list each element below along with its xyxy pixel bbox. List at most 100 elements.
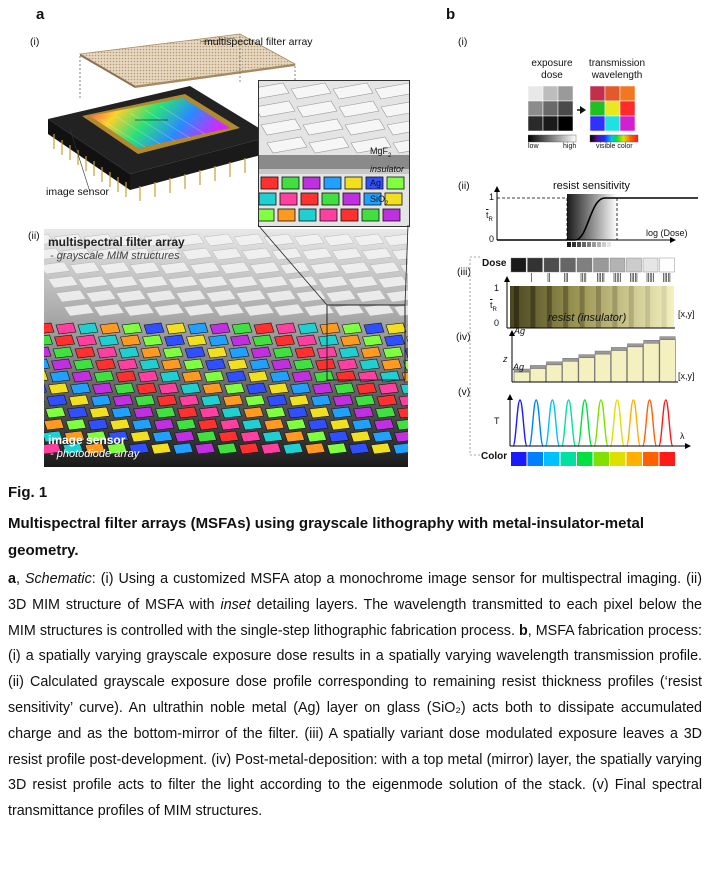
inset-plate	[344, 118, 386, 136]
sens-dose-tick	[582, 242, 586, 247]
mim-pixel	[44, 322, 55, 334]
mim-plate	[227, 275, 259, 289]
mim-plate	[181, 247, 213, 261]
mim-pixel	[152, 430, 173, 443]
mim-pixel	[404, 348, 408, 359]
mim-pixel	[130, 430, 151, 443]
mim-pixel	[84, 442, 106, 455]
mim-pixel	[202, 382, 223, 395]
dose-cell	[609, 257, 626, 273]
spectra-t-label: T	[494, 416, 500, 426]
mim-pixel	[360, 346, 382, 359]
mim-plate	[167, 275, 199, 289]
mim-pixel	[155, 406, 176, 419]
inset-plate	[380, 101, 409, 118]
mim-plate	[44, 247, 63, 260]
color-grid-cell	[604, 86, 621, 102]
caption-run: detailing layers. The wavelength transmi…	[8, 596, 702, 639]
mim-plate	[205, 289, 237, 303]
mim-pixel	[288, 394, 310, 407]
inset-pixel	[382, 208, 401, 222]
color-cell	[527, 452, 543, 466]
mim-pixel	[114, 382, 135, 395]
mim-plate	[295, 289, 327, 303]
mim-pixel	[263, 418, 285, 431]
stair-step	[659, 339, 676, 383]
mim-pixel	[252, 334, 273, 347]
resist-band	[661, 286, 667, 328]
mim-pixel	[392, 442, 408, 455]
resist-profile-plot	[504, 276, 675, 329]
mim-pixel	[378, 382, 399, 395]
color-cell	[643, 452, 659, 466]
inset-layer-mgf2-text: MgF	[370, 146, 388, 156]
mim-pixel	[382, 346, 404, 359]
spectral-peak	[528, 399, 544, 447]
mim-pixel	[243, 406, 264, 419]
mim-pixel	[337, 358, 358, 371]
mim-pixel	[95, 358, 116, 371]
mim-plate	[173, 233, 205, 247]
mim-pixel	[224, 382, 245, 395]
spectra-lambda-label: λ	[680, 431, 685, 441]
mim-pixel	[329, 418, 351, 431]
mim-plate	[301, 247, 333, 261]
mim-plate	[233, 233, 265, 247]
inset-pixel	[344, 176, 363, 190]
mim-pixel	[398, 395, 408, 407]
mim-pixel	[49, 370, 71, 383]
inset-layer-sio2: SiO2	[370, 194, 388, 207]
stair-top-metal	[513, 368, 530, 373]
inset-layer-insulator: insulator	[370, 164, 405, 174]
mim-pixel	[112, 394, 134, 407]
mim-pixel	[306, 430, 327, 443]
stair-step	[513, 371, 530, 383]
mim-pixel	[164, 334, 185, 347]
panel-a-label: a	[36, 6, 45, 23]
mim-3d-render	[44, 229, 408, 467]
mim-pixel	[128, 442, 150, 455]
inset-plate	[266, 136, 308, 154]
inset-pixel	[340, 208, 359, 222]
mim-pixel	[86, 430, 107, 443]
mim-pixel	[400, 383, 408, 395]
mim-pixel	[363, 322, 385, 335]
inset-layer-sio2-sub: 2	[385, 200, 389, 207]
mim-pixel	[372, 430, 393, 443]
sens-dose-tick	[577, 242, 581, 247]
mim-pixel	[318, 334, 339, 347]
color-grid-cell	[619, 115, 636, 132]
mim-pixel	[397, 407, 408, 419]
mim-plate	[151, 247, 183, 261]
sens-dose-tick	[567, 242, 571, 247]
mim-plate	[287, 275, 319, 289]
inset-layer	[259, 169, 409, 174]
mim-pixel	[221, 406, 242, 419]
mim-pixel	[87, 418, 109, 431]
mim-plate	[203, 233, 235, 247]
mim-plate	[219, 261, 251, 275]
visible-color-label: visible color	[596, 143, 633, 150]
sens-dose-tick	[592, 242, 596, 247]
mim-pixel	[272, 346, 294, 359]
mim-plate	[113, 233, 145, 247]
sens-y-axis-sub: R	[488, 216, 493, 223]
mim-pixel	[241, 418, 263, 431]
dose-grid-cell	[557, 100, 574, 117]
inset-pixel	[302, 176, 321, 190]
inset-plate	[350, 136, 392, 154]
mim-plate	[93, 303, 125, 317]
mim-plate	[361, 247, 393, 261]
mim-pixel	[340, 334, 361, 347]
mim-pixel	[139, 358, 160, 371]
mim-pixel	[62, 442, 84, 455]
inset-plate	[374, 82, 409, 100]
inset-pixel	[321, 192, 340, 206]
mim-plate	[241, 247, 273, 261]
mim-pixel	[250, 346, 272, 359]
mim-pixel	[134, 394, 156, 407]
inset-pixel	[259, 192, 277, 206]
mim-pixel	[287, 406, 308, 419]
mim-pixel	[178, 394, 200, 407]
mim-pixel	[133, 406, 154, 419]
